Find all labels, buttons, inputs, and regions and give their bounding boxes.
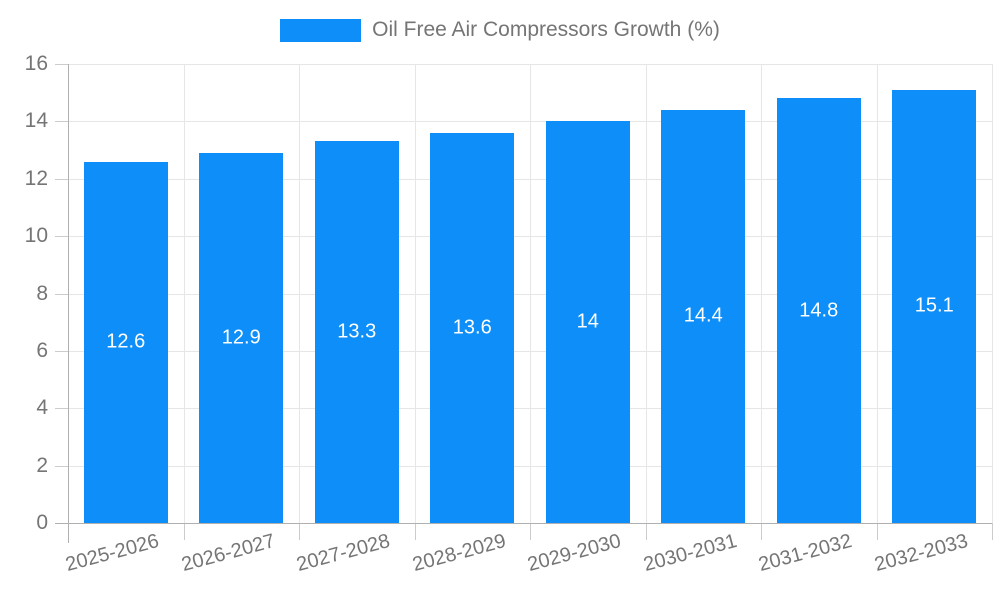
y-tick-label: 12 [24, 166, 48, 190]
bar-value-label: 13.3 [337, 320, 377, 343]
y-tick-mark [55, 465, 68, 467]
x-axis-line [55, 523, 992, 524]
y-tick-mark [55, 121, 68, 123]
bar[interactable]: 13.3 [314, 141, 399, 523]
bar-value-label: 13.6 [452, 316, 492, 339]
y-tick-mark [55, 64, 68, 65]
y-tick-label: 4 [36, 396, 48, 420]
y-tick-label: 14 [24, 109, 48, 133]
y-axis-line [68, 64, 69, 543]
x-tick-mark [645, 523, 647, 540]
x-tick-mark [414, 523, 416, 540]
bar[interactable]: 12.6 [83, 161, 168, 523]
y-tick-label: 8 [36, 281, 48, 305]
bar[interactable]: 14.4 [661, 109, 746, 523]
x-tick-label: 2027-2028 [294, 530, 393, 577]
y-tick-mark [55, 236, 68, 238]
bar[interactable]: 14 [545, 121, 630, 523]
bar[interactable]: 12.9 [199, 152, 284, 523]
x-tick-label: 2030-2031 [640, 530, 739, 577]
bar-value-label: 12.6 [106, 330, 146, 353]
v-gridline [992, 64, 993, 523]
y-tick-mark [55, 178, 68, 180]
x-tick-label: 2026-2027 [178, 530, 277, 577]
x-tick-mark [530, 523, 531, 540]
y-tick-mark [55, 408, 68, 410]
v-gridline [414, 64, 416, 523]
bar[interactable]: 13.6 [430, 132, 515, 523]
x-tick-mark [761, 523, 762, 540]
v-gridline [530, 64, 531, 523]
y-tick-mark [55, 350, 68, 352]
y-tick-label: 6 [36, 338, 48, 362]
bar-value-label: 14 [576, 310, 599, 333]
v-gridline [876, 64, 878, 523]
legend[interactable]: Oil Free Air Compressors Growth (%) [0, 18, 1000, 42]
x-tick-label: 2028-2029 [409, 530, 508, 577]
v-gridline [761, 64, 762, 523]
bar-value-label: 12.9 [221, 326, 261, 349]
x-tick-mark [299, 523, 300, 540]
v-gridline [183, 64, 185, 523]
legend-swatch-icon [280, 18, 362, 42]
bar[interactable]: 14.8 [776, 98, 861, 523]
y-tick-label: 0 [36, 511, 48, 534]
y-tick-mark [55, 293, 68, 295]
bar-value-label: 15.1 [914, 294, 954, 317]
x-tick-mark [876, 523, 878, 540]
x-tick-label: 2025-2026 [63, 530, 162, 577]
x-tick-label: 2031-2032 [756, 530, 855, 577]
y-tick-label: 2 [36, 453, 48, 477]
bar[interactable]: 15.1 [892, 89, 977, 523]
legend-label: Oil Free Air Compressors Growth (%) [372, 18, 720, 41]
x-tick-label: 2032-2033 [871, 530, 970, 577]
v-gridline [299, 64, 300, 523]
y-tick-label: 10 [24, 224, 48, 248]
y-tick-label: 16 [24, 52, 48, 75]
x-tick-label: 2029-2030 [525, 530, 624, 577]
bar-value-label: 14.8 [799, 299, 839, 322]
x-tick-mark [992, 523, 993, 540]
v-gridline [645, 64, 647, 523]
plot-area: 12.6 12.9 13.3 13.6 14 14.4 14.8 15.1 0 2 4 6 8 10 12… [25, 52, 993, 576]
x-tick-mark [183, 523, 185, 540]
bar-value-label: 14.4 [683, 304, 723, 327]
